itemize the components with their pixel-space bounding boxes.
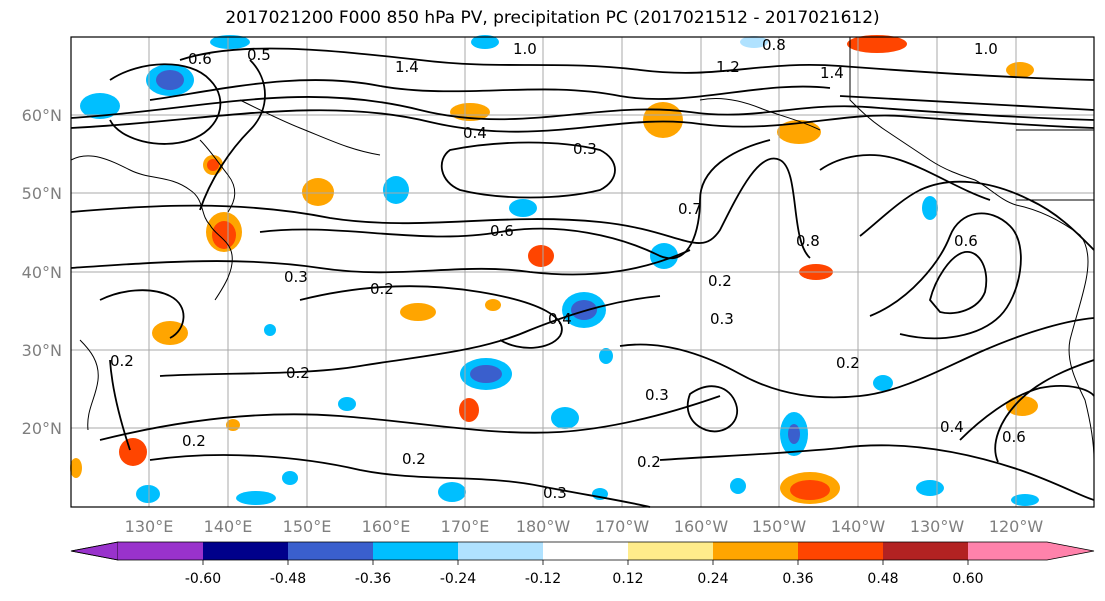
colorbar-segment	[118, 542, 203, 560]
colorbar-segment	[968, 542, 1047, 560]
contour-label: 0.6	[954, 232, 978, 250]
longitude-axis: 130°E 140°E 150°E 160°E 170°E 180°W 170°…	[125, 517, 1044, 536]
colorbar-tick-label: 0.36	[782, 571, 813, 587]
contour-label: 0.6	[188, 50, 212, 68]
contour-label: 0.8	[762, 36, 786, 54]
colorbar: -0.60 -0.48 -0.36 -0.24 -0.12 0.12 0.24 …	[70, 541, 1095, 587]
colorbar-tick-label: -0.12	[525, 571, 561, 587]
map-panel	[70, 35, 1095, 508]
lon-label: 150°W	[752, 517, 807, 536]
contour-label: 0.4	[463, 124, 487, 142]
contour-label: 0.7	[678, 200, 702, 218]
colorbar-segment	[373, 542, 458, 560]
lat-label: 50°N	[22, 184, 62, 203]
colorbar-tick-label: -0.60	[185, 571, 221, 587]
gridlines	[71, 37, 1094, 507]
lon-label: 180°W	[516, 517, 571, 536]
lon-label: 150°E	[283, 517, 332, 536]
latitude-axis: 60°N 50°N 40°N 30°N 20°N	[22, 106, 62, 438]
contour-label: 0.8	[796, 232, 820, 250]
contour-label: 0.2	[836, 354, 860, 372]
lon-label: 130°W	[910, 517, 965, 536]
contour-label: 1.4	[820, 64, 844, 82]
map-title: 2017021200 F000 850 hPa PV, precipitatio…	[225, 8, 880, 28]
contour-label: 0.3	[543, 484, 567, 502]
lat-label: 20°N	[22, 419, 62, 438]
contour-label: 0.3	[645, 386, 669, 404]
contour-label: 0.4	[940, 418, 964, 436]
precip-positive-patches	[70, 35, 1038, 504]
contour-labels: 0.5 0.6 1.0 0.8 1.0 1.4 1.2 1.4 0.4 0.3 …	[110, 36, 1026, 502]
colorbar-segment	[203, 542, 288, 560]
precip-negative-patches	[80, 35, 1039, 506]
colorbar-outline	[70, 541, 1095, 561]
lon-label: 170°E	[441, 517, 490, 536]
colorbar-segment	[628, 542, 713, 560]
lat-label: 60°N	[22, 106, 62, 125]
contour-label: 1.4	[395, 58, 419, 76]
colorbar-segment	[543, 542, 628, 560]
contour-label: 0.3	[710, 310, 734, 328]
lon-label: 160°E	[362, 517, 411, 536]
contour-label: 0.6	[490, 222, 514, 240]
contour-label: 0.4	[548, 310, 572, 328]
colorbar-segment	[883, 542, 968, 560]
colorbar-tick-label: 0.24	[697, 571, 728, 587]
contour-label: 0.2	[370, 280, 394, 298]
contour-label: 0.2	[182, 432, 206, 450]
contour-label: 0.2	[110, 352, 134, 370]
lat-label: 30°N	[22, 341, 62, 360]
contour-label: 0.5	[247, 46, 271, 64]
lon-label: 140°E	[204, 517, 253, 536]
lon-label: 170°W	[595, 517, 650, 536]
colorbar-tick-label: -0.36	[355, 571, 391, 587]
colorbar-segment	[798, 542, 883, 560]
colorbar-tick-label: 0.12	[612, 571, 643, 587]
contour-label: 0.2	[637, 453, 661, 471]
lon-label: 120°W	[989, 517, 1044, 536]
contour-label: 0.3	[284, 268, 308, 286]
contour-label: 1.0	[513, 40, 537, 58]
colorbar-segment	[458, 542, 543, 560]
lon-label: 130°E	[125, 517, 174, 536]
pv-contours	[70, 47, 1095, 508]
contour-label: 0.2	[286, 364, 310, 382]
contour-label: 1.0	[974, 40, 998, 58]
colorbar-segment	[288, 542, 373, 560]
colorbar-tick-label: -0.48	[270, 571, 306, 587]
colorbar-tick-label: 0.60	[952, 571, 983, 587]
lon-label: 160°W	[674, 517, 729, 536]
coastlines	[70, 37, 1095, 461]
colorbar-ticks	[202, 560, 969, 565]
contour-label: 1.2	[716, 58, 740, 76]
map-frame	[70, 36, 1095, 508]
contour-label: 0.3	[573, 140, 597, 158]
lat-label: 40°N	[22, 263, 62, 282]
colorbar-left-extension	[70, 541, 119, 561]
colorbar-tick-label: -0.24	[440, 571, 476, 587]
contour-label: 0.6	[1002, 428, 1026, 446]
contour-label: 0.2	[402, 450, 426, 468]
contour-label: 0.2	[708, 272, 732, 290]
lon-label: 140°W	[831, 517, 886, 536]
colorbar-tick-label: 0.48	[867, 571, 898, 587]
colorbar-segment	[713, 542, 798, 560]
